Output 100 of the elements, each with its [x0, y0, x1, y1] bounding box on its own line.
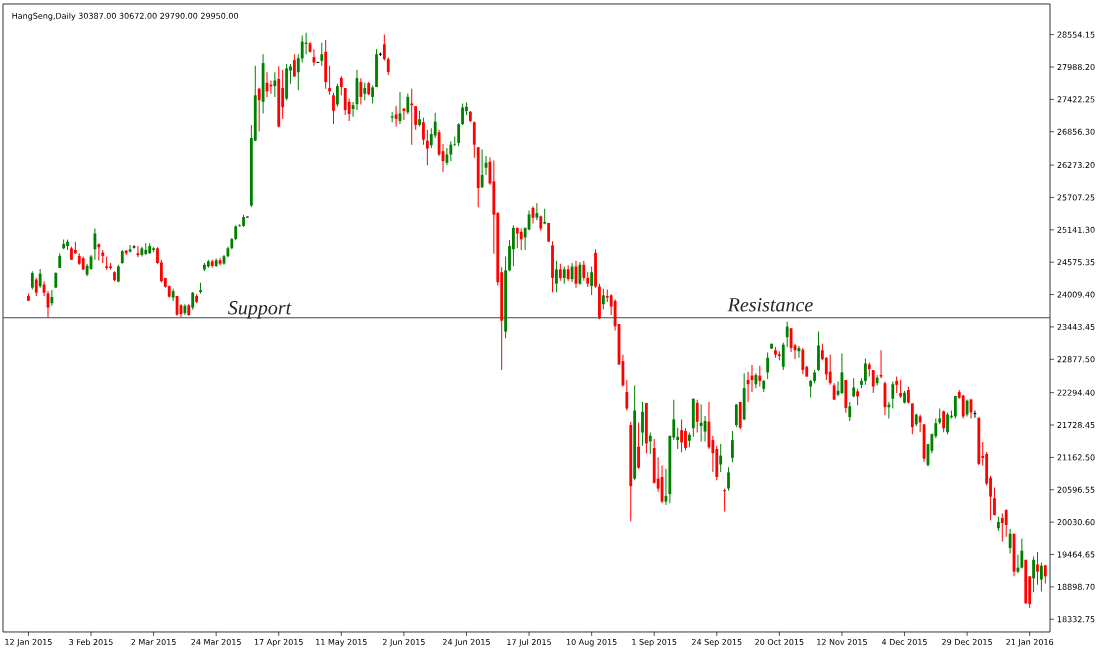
- candlestick: [875, 374, 879, 387]
- candlestick: [758, 365, 762, 388]
- candlestick: [30, 270, 34, 290]
- candlestick: [578, 261, 582, 286]
- candlestick: [727, 466, 730, 492]
- candlestick: [1032, 556, 1035, 593]
- candlestick: [359, 77, 363, 106]
- candlestick: [422, 117, 425, 146]
- x-tick-label: 17 Apr 2015: [254, 638, 303, 647]
- candlestick: [852, 377, 856, 398]
- candlestick: [676, 427, 680, 450]
- candlestick: [781, 342, 785, 371]
- candlestick: [38, 268, 42, 289]
- candlestick: [425, 129, 429, 166]
- y-tick-label: 18898.70: [1057, 583, 1095, 590]
- candlestick: [637, 422, 640, 470]
- candlestick: [273, 71, 277, 98]
- annotation: Resistance: [727, 298, 813, 312]
- candlestick: [601, 288, 605, 310]
- y-tick-label: 25707.25: [1057, 194, 1095, 201]
- candlestick: [723, 487, 727, 513]
- candlestick: [719, 443, 723, 473]
- annotation: Support: [228, 301, 292, 319]
- y-tick-label: 21728.45: [1057, 422, 1095, 429]
- text: HangSeng,Daily 30387.00 30672.00 29790.00 29950.00: [12, 12, 239, 21]
- candlestick: [871, 369, 875, 394]
- candlestick: [946, 411, 949, 435]
- candlestick: [555, 260, 558, 293]
- y-tick-label: 23443.45: [1057, 323, 1095, 330]
- candlestick: [480, 149, 484, 188]
- candlestick: [300, 34, 304, 63]
- candlestick: [891, 381, 895, 410]
- candlestick: [512, 224, 515, 267]
- y-tick-label: 22877.50: [1057, 356, 1095, 363]
- x-tick-label: 4 Dec 2015: [881, 638, 927, 645]
- x-tick-label: 17 Jul 2015: [507, 638, 551, 647]
- candlestick: [535, 202, 539, 221]
- y-tick-label: 19464.65: [1057, 551, 1095, 558]
- candlestick: [382, 33, 386, 62]
- x-tick-label: 29 Dec 2015: [942, 638, 992, 645]
- candlestick: [1040, 562, 1043, 592]
- candlestick: [899, 379, 903, 399]
- candlestick: [336, 83, 339, 108]
- candlestick: [339, 75, 343, 96]
- candlestick: [406, 93, 410, 115]
- candlestick: [801, 347, 805, 375]
- x-tick-label: 24 Jun 2015: [443, 638, 490, 647]
- y-tick-label: 24575.35: [1057, 259, 1095, 266]
- candlestick: [993, 487, 996, 516]
- candlestick: [257, 87, 261, 133]
- candlestick: [453, 135, 457, 147]
- y-tick-label: 18332.75: [1057, 616, 1095, 623]
- candlestick: [1043, 564, 1047, 584]
- candlestick: [1036, 551, 1039, 586]
- candlestick: [1000, 512, 1004, 543]
- x-tick-label: 1 Sep 2015: [632, 638, 677, 647]
- x-tick-label: 10 Aug 2015: [566, 638, 617, 647]
- candlestick: [34, 277, 38, 297]
- y-tick-label: 20596.55: [1057, 486, 1095, 493]
- y-tick-label: 26273.20: [1057, 162, 1095, 169]
- candlestick: [699, 404, 703, 442]
- candlestick: [1008, 528, 1012, 554]
- candlestick: [328, 65, 331, 96]
- candlestick: [684, 427, 687, 452]
- candlestick: [734, 403, 738, 428]
- candlestick: [461, 103, 464, 126]
- candlestick: [766, 352, 770, 380]
- candlestick: [879, 349, 883, 379]
- candlestick: [785, 321, 789, 348]
- y-tick-label: 20030.60: [1057, 519, 1095, 526]
- candlestick: [128, 244, 132, 254]
- candlestick: [648, 432, 652, 455]
- y-tick-label: 28554.15: [1057, 31, 1095, 38]
- y-tick-label: 27422.25: [1057, 96, 1095, 103]
- candlestick: [50, 289, 54, 307]
- x-tick-label: 12 Nov 2015: [817, 638, 867, 645]
- y-tick-label: 24009.40: [1057, 291, 1095, 298]
- x-tick-label: 12 Jan 2015: [5, 638, 52, 647]
- candlestick: [848, 401, 852, 422]
- candlestick: [961, 394, 965, 419]
- candlestick: [371, 84, 375, 105]
- candlestick: [1020, 538, 1024, 569]
- y-tick-label: 21162.50: [1057, 454, 1095, 461]
- candlestick: [910, 402, 914, 435]
- candlestick: [680, 418, 683, 453]
- candlestick: [449, 140, 453, 162]
- candlestick: [625, 379, 629, 411]
- x-tick-label: 24 Mar 2015: [191, 638, 241, 645]
- candlestick: [332, 92, 335, 125]
- candlestick: [695, 399, 699, 434]
- candlestick: [590, 266, 594, 296]
- candlestick: [828, 354, 832, 386]
- candlestick: [292, 53, 296, 78]
- candlestick: [472, 121, 476, 159]
- y-tick-label: 22294.40: [1057, 389, 1095, 396]
- candlestick: [414, 105, 418, 131]
- candlestick: [864, 358, 867, 386]
- candlestick: [320, 42, 324, 67]
- candlestick: [519, 228, 523, 251]
- x-tick-label: 20 Oct 2015: [755, 638, 804, 645]
